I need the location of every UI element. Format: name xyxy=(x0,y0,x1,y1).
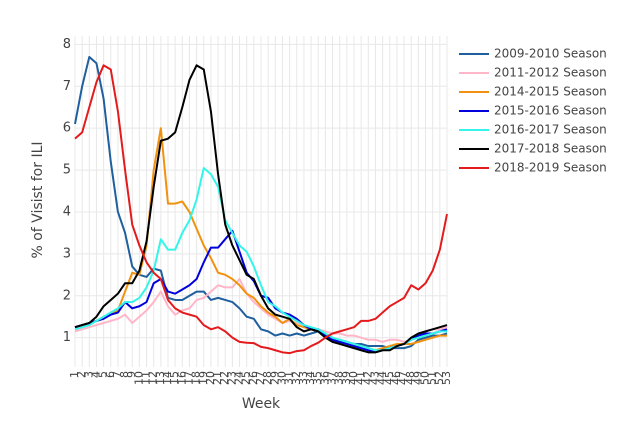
x-tick-label: 10 xyxy=(132,371,145,385)
x-tick-label: 19 xyxy=(197,371,210,385)
y-tick-label: 3 xyxy=(63,246,71,261)
x-axis-title: Week xyxy=(242,396,281,412)
x-tick-label: 38 xyxy=(333,371,346,385)
x-tick-label: 6 xyxy=(104,371,117,378)
y-tick-label: 8 xyxy=(63,37,71,52)
x-tick-label: 36 xyxy=(318,371,331,385)
x-tick-label: 37 xyxy=(326,371,339,385)
x-tick-label: 28 xyxy=(261,371,274,385)
y-tick-label: 7 xyxy=(63,79,71,94)
y-tick-label: 4 xyxy=(63,204,71,219)
series-line xyxy=(74,64,448,354)
legend-label: 2009-2010 Season xyxy=(494,47,607,61)
legend-label: 2016-2017 Season xyxy=(494,123,607,137)
x-tick-label: 12 xyxy=(147,371,160,385)
x-tick-label: 2 xyxy=(75,371,88,378)
x-tick-label: 44 xyxy=(376,371,389,385)
x-tick-label: 33 xyxy=(297,371,310,385)
y-tick-label: 2 xyxy=(63,288,71,303)
y-tick-label: 5 xyxy=(63,163,71,178)
legend-label: 2014-2015 Season xyxy=(494,85,607,99)
x-tick-label: 42 xyxy=(361,371,374,385)
x-tick-label: 20 xyxy=(204,371,217,385)
x-tick-label: 31 xyxy=(283,371,296,385)
x-tick-label: 51 xyxy=(426,371,439,385)
x-tick-label: 39 xyxy=(340,371,353,385)
x-tick-label: 52 xyxy=(433,371,446,385)
x-tick-label: 48 xyxy=(404,371,417,385)
legend-label: 2015-2016 Season xyxy=(494,104,607,118)
x-tick-label: 3 xyxy=(82,371,95,378)
x-tick-label: 32 xyxy=(290,371,303,385)
x-tick-label: 50 xyxy=(419,371,432,385)
x-tick-label: 13 xyxy=(154,371,167,385)
legend-label: 2018-2019 Season xyxy=(494,161,607,175)
x-tick-label: 22 xyxy=(218,371,231,385)
x-tick-label: 5 xyxy=(97,371,110,378)
legend-label: 2011-2012 Season xyxy=(494,66,607,80)
x-tick-label: 47 xyxy=(397,371,410,385)
x-tick-label: 7 xyxy=(111,371,124,378)
x-tick-label: 45 xyxy=(383,371,396,385)
x-tick-label: 46 xyxy=(390,371,403,385)
x-tick-label: 8 xyxy=(118,371,131,378)
x-tick-label: 15 xyxy=(168,371,181,385)
x-tick-label: 29 xyxy=(268,371,281,385)
x-tick-label: 40 xyxy=(347,371,360,385)
x-tick-label: 27 xyxy=(254,371,267,385)
x-tick-label: 26 xyxy=(247,371,260,385)
x-tick-label: 34 xyxy=(304,371,317,385)
y-tick-label: 1 xyxy=(63,330,71,345)
x-tick-label: 35 xyxy=(311,371,324,385)
y-axis-title: % of Visist for ILI xyxy=(30,141,46,258)
x-tick-label: 41 xyxy=(354,371,367,385)
x-tick-label: 23 xyxy=(225,371,238,385)
x-tick-label: 1 xyxy=(68,371,81,378)
x-tick-label: 18 xyxy=(190,371,203,385)
y-tick-label: 6 xyxy=(63,121,71,136)
x-tick-label: 16 xyxy=(175,371,188,385)
series-line xyxy=(74,278,448,343)
x-tick-label: 9 xyxy=(125,371,138,378)
x-tick-label: 21 xyxy=(211,371,224,385)
x-tick-label: 53 xyxy=(440,371,453,385)
x-tick-label: 43 xyxy=(368,371,381,385)
x-tick-label: 14 xyxy=(161,371,174,385)
x-tick-label: 24 xyxy=(233,371,246,385)
x-tick-label: 30 xyxy=(275,371,288,385)
series-line xyxy=(74,64,448,355)
legend-label: 2017-2018 Season xyxy=(494,142,607,156)
x-tick-label: 25 xyxy=(240,371,253,385)
x-tick-label: 49 xyxy=(411,371,424,385)
x-tick-label: 11 xyxy=(140,371,153,385)
x-tick-label: 17 xyxy=(182,371,195,385)
x-tick-label: 4 xyxy=(89,371,102,378)
